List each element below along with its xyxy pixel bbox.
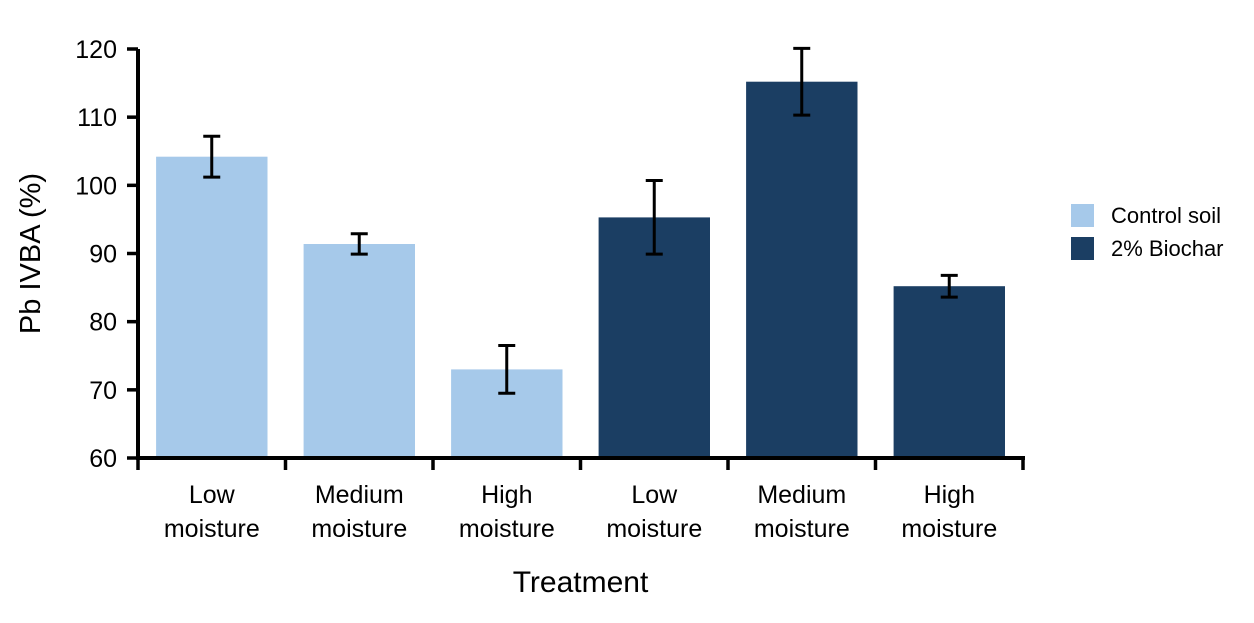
error-bar-6	[940, 273, 958, 299]
y-tick-label: 80	[89, 309, 117, 337]
y-tick-label: 110	[77, 104, 117, 132]
legend-label-control-soil: Control soil	[1111, 203, 1222, 228]
x-tick-label-line: High	[481, 481, 532, 509]
y-tick-label: 100	[75, 172, 117, 200]
x-tick-label-line: Medium	[315, 481, 404, 509]
y-axis-title: Pb IVBA (%)	[15, 173, 47, 334]
x-tick-label-line: moisture	[606, 515, 702, 543]
legend-entry-control-soil: Control soil	[1071, 204, 1224, 227]
error-bar-1	[203, 134, 221, 179]
x-tick-label-line: Low	[189, 481, 236, 509]
x-tick-label-line: Medium	[757, 481, 846, 509]
x-tick-label: High moisture	[459, 481, 555, 543]
y-tick-label: 60	[89, 445, 117, 473]
error-bar-5	[793, 46, 811, 117]
error-bar-4	[645, 179, 663, 256]
legend-entry-biochar: 2% Biochar	[1071, 237, 1224, 260]
bar-2-medium-moisture	[303, 244, 415, 458]
error-bar-2	[350, 232, 368, 256]
legend: Control soil 2% Biochar	[1071, 204, 1224, 270]
x-tick-label-line: moisture	[901, 515, 997, 543]
y-tick-label: 90	[89, 241, 117, 269]
x-tick-label-line: moisture	[754, 515, 850, 543]
x-tick-label-line: moisture	[311, 515, 407, 543]
x-tick-label-line: moisture	[164, 515, 260, 543]
x-tick-label-line: Low	[631, 481, 678, 509]
legend-swatch-control-soil	[1071, 204, 1094, 227]
bar-1-low-moisture	[156, 156, 268, 458]
legend-swatch-biochar	[1071, 237, 1094, 260]
y-tick-label: 70	[89, 377, 117, 405]
x-tick-label-line: moisture	[459, 515, 555, 543]
bar-5-medium-moisture	[746, 81, 858, 458]
x-tick-label: Medium moisture	[754, 481, 850, 543]
legend-label-biochar: 2% Biochar	[1111, 236, 1224, 261]
x-tick-label: High moisture	[901, 481, 997, 543]
y-tick-label: 120	[75, 36, 117, 64]
x-tick-label: Low moisture	[606, 481, 702, 543]
bar-4-low-moisture	[598, 217, 710, 458]
x-axis-title: Treatment	[513, 566, 649, 599]
x-tick-label: Medium moisture	[311, 481, 407, 543]
bar-6-high-moisture	[893, 286, 1005, 458]
error-bar-3	[498, 344, 516, 395]
x-tick-label-line: High	[924, 481, 975, 509]
x-tick-label: Low moisture	[164, 481, 260, 543]
